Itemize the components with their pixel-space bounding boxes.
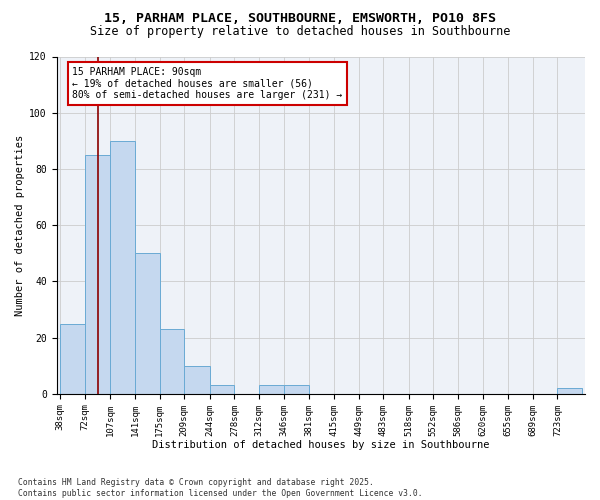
Bar	[284, 386, 309, 394]
X-axis label: Distribution of detached houses by size in Southbourne: Distribution of detached houses by size …	[152, 440, 490, 450]
Bar	[557, 388, 582, 394]
Bar	[60, 324, 85, 394]
Text: 15, PARHAM PLACE, SOUTHBOURNE, EMSWORTH, PO10 8FS: 15, PARHAM PLACE, SOUTHBOURNE, EMSWORTH,…	[104, 12, 496, 26]
Bar	[259, 386, 284, 394]
Bar	[85, 155, 110, 394]
Text: Contains HM Land Registry data © Crown copyright and database right 2025.
Contai: Contains HM Land Registry data © Crown c…	[18, 478, 422, 498]
Text: Size of property relative to detached houses in Southbourne: Size of property relative to detached ho…	[90, 25, 510, 38]
Bar	[160, 329, 184, 394]
Bar	[135, 254, 160, 394]
Bar	[209, 386, 235, 394]
Bar	[110, 141, 135, 394]
Y-axis label: Number of detached properties: Number of detached properties	[15, 134, 25, 316]
Text: 15 PARHAM PLACE: 90sqm
← 19% of detached houses are smaller (56)
80% of semi-det: 15 PARHAM PLACE: 90sqm ← 19% of detached…	[73, 66, 343, 100]
Bar	[184, 366, 209, 394]
